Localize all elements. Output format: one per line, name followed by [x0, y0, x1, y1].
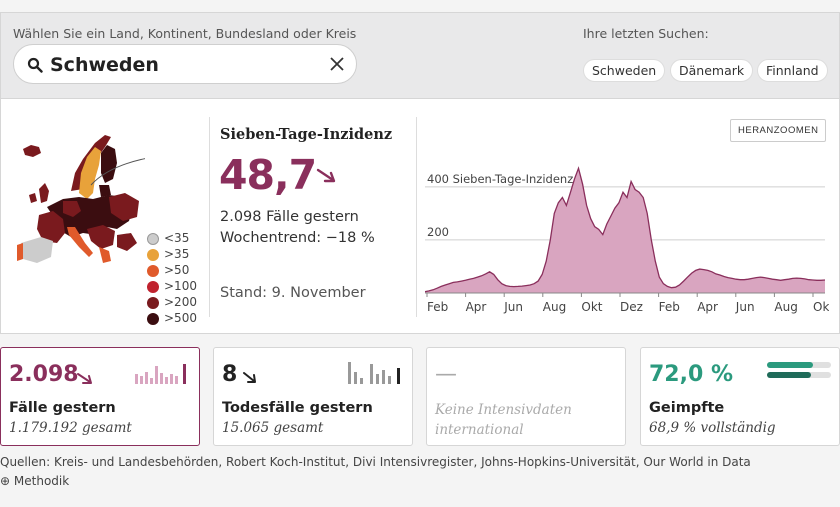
close-icon[interactable]	[328, 55, 346, 73]
divider	[416, 117, 417, 317]
legend-label: <35	[164, 231, 190, 245]
weekly-trend: Wochentrend: −18 %	[220, 230, 375, 246]
chart-x-tick-label: Feb	[659, 300, 680, 314]
card-cases-value: 2.098	[9, 362, 79, 387]
legend-label: >200	[164, 295, 197, 309]
card-vaccinated-label: Geimpfte	[649, 400, 725, 416]
legend-label: >50	[164, 263, 190, 277]
card-cases-total: 1.179.192 gesamt	[9, 420, 132, 436]
incidence-panel: <35 >35 >50 >100 >200 >500 Sieben-Tage-I…	[0, 98, 840, 334]
card-deaths[interactable]: 8 Todesfälle gestern 15.065 gesamt	[213, 347, 413, 446]
card-vaccinated-value: 72,0 %	[649, 362, 733, 387]
mini-bar-chart	[348, 362, 400, 384]
search-hint: Wählen Sie ein Land, Kontinent, Bundesla…	[13, 26, 357, 41]
search-panel: Wählen Sie ein Land, Kontinent, Bundesla…	[0, 12, 840, 98]
card-deaths-total: 15.065 gesamt	[222, 420, 324, 436]
incidence-title: Sieben-Tage-Inzidenz	[220, 126, 393, 143]
plus-circle-icon: ⊕	[0, 474, 11, 488]
mini-bar-chart	[135, 364, 186, 384]
vaccination-progress	[767, 360, 831, 380]
legend-swatch	[147, 281, 159, 293]
chart-x-tick-label: Aug	[543, 300, 566, 314]
chart-x-tick-label: Okt	[813, 300, 829, 314]
divider	[209, 117, 210, 317]
method-link[interactable]: ⊕ Methodik	[0, 474, 69, 488]
data-date: Stand: 9. November	[220, 285, 366, 301]
legend-swatch	[147, 249, 159, 261]
chart-x-tick-label: Apr	[466, 300, 487, 314]
chart-x-tick-label: Jun	[503, 300, 523, 314]
chart-x-tick-label: Apr	[697, 300, 718, 314]
chart-x-tick-label: Jun	[735, 300, 755, 314]
card-deaths-value: 8	[222, 362, 238, 387]
recent-search-chip[interactable]: Dänemark	[670, 59, 754, 82]
search-input[interactable]	[50, 52, 320, 78]
legend-swatch	[147, 313, 159, 325]
recent-searches-title: Ihre letzten Suchen:	[583, 26, 709, 41]
search-icon	[27, 57, 43, 73]
card-vaccinated-full: 68,9 % vollständig	[649, 420, 776, 436]
chart-gridline-label: 200	[427, 225, 449, 239]
card-cases-label: Fälle gestern	[9, 400, 116, 416]
chart-area	[425, 168, 825, 293]
first-dose-bar	[767, 362, 814, 368]
legend-swatch	[147, 233, 159, 245]
europe-map[interactable]	[13, 131, 145, 271]
legend-label: >35	[164, 247, 190, 261]
trend-down-right-arrow-icon	[316, 168, 336, 183]
card-icu-empty-text: Keine Intensivdaten international	[435, 402, 572, 438]
chart-line	[425, 166, 826, 293]
chart-x-tick-label: Okt	[581, 300, 602, 314]
search-box[interactable]	[13, 44, 357, 84]
recent-search-chip[interactable]: Schweden	[583, 59, 666, 82]
trend-down-right-arrow-icon	[243, 372, 256, 383]
chart-x-tick-label: Feb	[427, 300, 448, 314]
full-dose-bar	[767, 372, 812, 378]
card-icu-value: —	[435, 362, 457, 387]
card-icu: — Keine Intensivdaten international	[426, 347, 626, 446]
recent-search-chip[interactable]: Finnland	[757, 59, 828, 82]
card-deaths-label: Todesfälle gestern	[222, 400, 373, 416]
card-vaccinated[interactable]: 72,0 % Geimpfte 68,9 % vollständig	[640, 347, 840, 446]
incidence-value: 48,7	[219, 151, 317, 199]
sources-text: Quellen: Kreis- und Landesbehörden, Robe…	[0, 455, 751, 469]
chart-x-tick-label: Dez	[620, 300, 643, 314]
incidence-chart[interactable]: 400 Sieben-Tage-Inzidenz 200 Feb Apr Jun Aug O…	[425, 149, 829, 319]
zoom-in-button[interactable]: HERANZOOMEN	[730, 119, 827, 142]
method-label: Methodik	[13, 474, 70, 488]
cases-yesterday: 2.098 Fälle gestern	[220, 209, 359, 225]
legend-swatch	[147, 265, 159, 277]
legend-label: >500	[164, 311, 197, 325]
legend-swatch	[147, 297, 159, 309]
chart-gridline-label: 400 Sieben-Tage-Inzidenz	[427, 172, 573, 186]
trend-down-right-arrow-icon	[77, 373, 92, 384]
card-cases[interactable]: 2.098 Fälle gestern 1.179.192 gesamt	[0, 347, 200, 446]
legend-label: >100	[164, 279, 197, 293]
chart-x-tick-label: Aug	[774, 300, 797, 314]
